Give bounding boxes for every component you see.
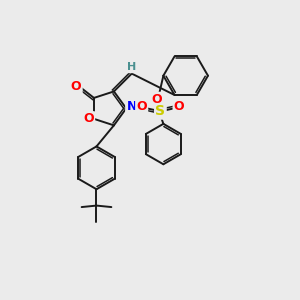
Text: S: S: [155, 104, 165, 118]
Text: O: O: [83, 112, 94, 125]
Text: H: H: [127, 62, 136, 72]
Text: N: N: [126, 100, 137, 113]
Text: O: O: [136, 100, 147, 113]
Text: O: O: [151, 93, 162, 106]
Text: O: O: [174, 100, 184, 113]
Text: O: O: [71, 80, 81, 92]
